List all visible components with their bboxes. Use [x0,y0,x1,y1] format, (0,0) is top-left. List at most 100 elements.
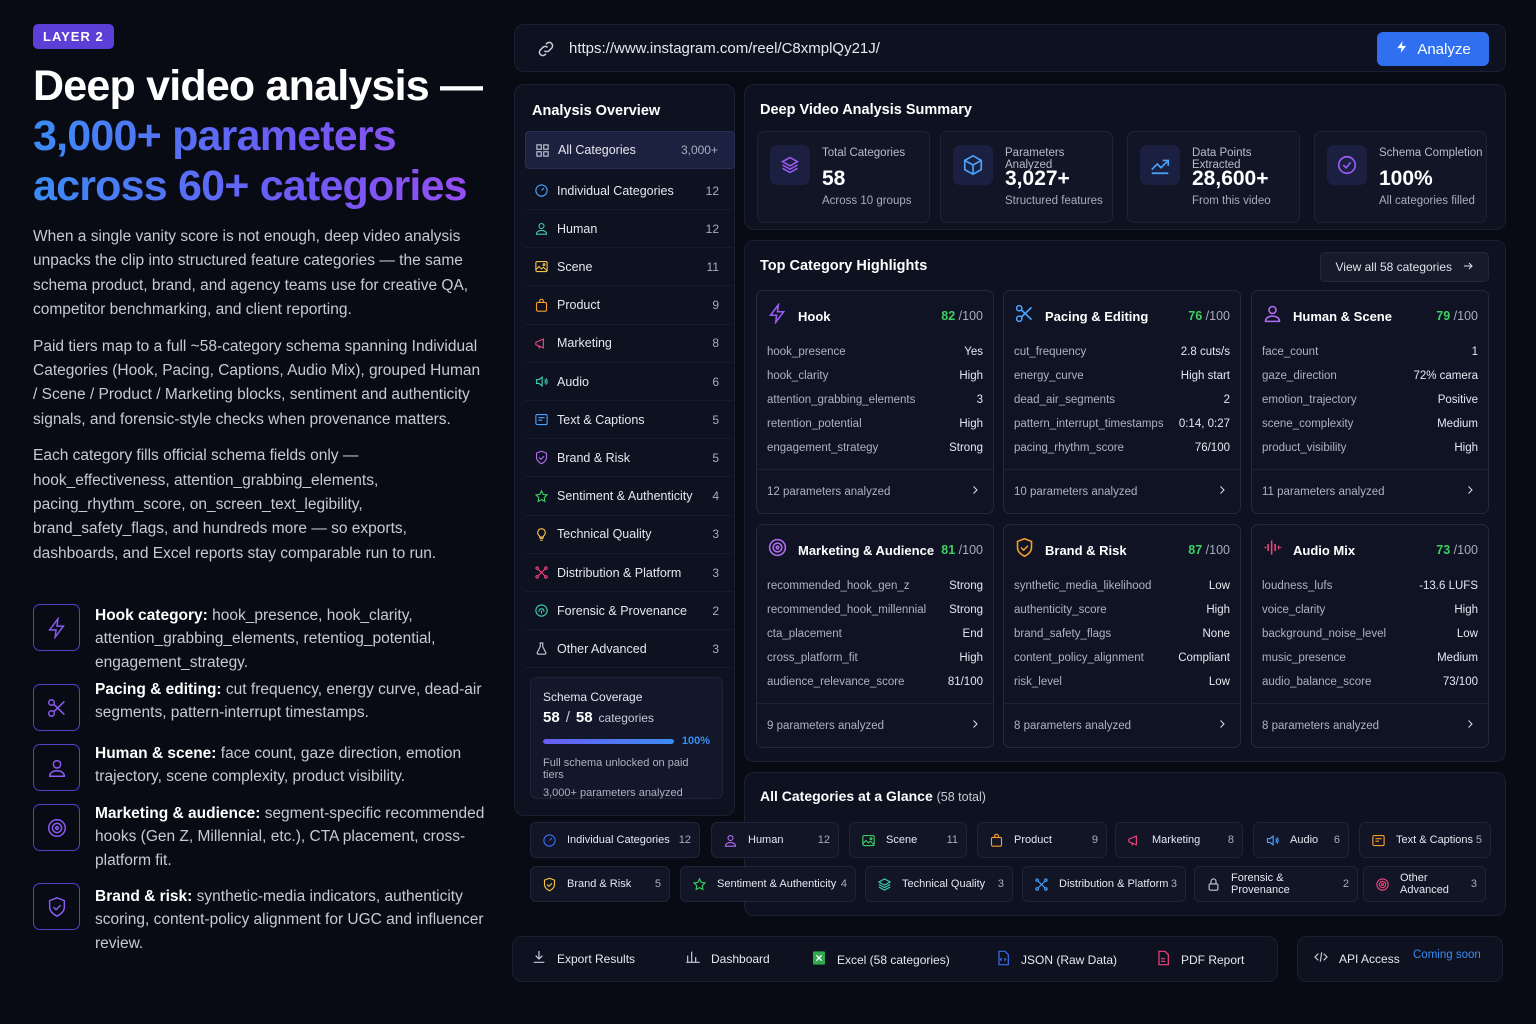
analyze-button[interactable]: Analyze [1377,32,1489,66]
param-row: authenticity_score High [1014,604,1230,616]
sidebar-item[interactable]: Text & Captions 5 [525,401,735,440]
chip-count: 4 [840,878,847,890]
hero-title-line3: across 60+ categories [33,161,488,211]
param-key: hook_clarity [767,370,829,382]
param-key: recommended_hook_gen_z [767,580,910,592]
glance-title: All Categories at a Glance (58 total) [760,788,986,804]
feature-text: cut frequency, energy curve, dead-air se… [95,681,482,722]
category-chip[interactable]: Technical Quality 3 [865,866,1013,902]
export-button[interactable]: Export Results [531,949,635,968]
hero-title-line2: 3,000+ parameters [33,111,488,161]
sidebar-item-count: 11 [706,259,719,274]
param-row: voice_clarity High [1262,604,1478,616]
url-bar: https://www.instagram.com/reel/C8xmplQy2… [514,24,1506,72]
param-row: attention_grabbing_elements 3 [767,394,983,406]
param-row: emotion_trajectory Positive [1262,394,1478,406]
sidebar-item[interactable]: Sentiment & Authenticity 4 [525,478,735,516]
category-chip[interactable]: Audio 6 [1253,822,1349,858]
coverage-percent: 100% [681,735,710,747]
sidebar-item[interactable]: Technical Quality 3 [525,516,735,554]
card-footer[interactable]: 12 parameters analyzed [757,469,993,513]
param-value: Low [1208,676,1230,688]
hero-title: Deep video analysis — 3,000+ parameters … [33,61,488,211]
category-chip[interactable]: Human 12 [711,822,839,858]
download-icon [531,949,547,968]
category-chip[interactable]: Scene 11 [849,822,967,858]
category-chip[interactable]: Other Advanced 3 [1363,866,1486,902]
url-input[interactable]: https://www.instagram.com/reel/C8xmplQy2… [569,40,880,57]
card-footer[interactable]: 8 parameters analyzed [1004,703,1240,747]
param-row: music_presence Medium [1262,652,1478,664]
chip-count: 2 [1342,878,1349,890]
param-value: Positive [1437,394,1478,406]
category-chip[interactable]: Product 9 [977,822,1107,858]
user-icon [525,221,557,236]
sidebar-item[interactable]: Other Advanced 3 [525,630,735,669]
highlight-card[interactable]: Human & Scene 79 /100 face_count 1 gaze_… [1251,290,1489,514]
image-icon [858,833,878,848]
sidebar-item-label: All Categories [558,143,636,157]
card-footer[interactable]: 10 parameters analyzed [1004,469,1240,513]
bag-icon [986,833,1006,848]
param-key: gaze_direction [1262,370,1337,382]
sidebar-item[interactable]: Brand & Risk 5 [525,439,735,478]
sidebar-item[interactable]: Audio 6 [525,363,735,401]
export-button[interactable]: JSON (Raw Data) [995,949,1117,970]
sidebar-item[interactable]: Scene 11 [525,248,735,287]
fingerprint-icon [525,603,557,618]
param-value: -13.6 LUFS [1419,580,1478,592]
sidebar-item[interactable]: All Categories 3,000+ [525,131,735,169]
export-button[interactable]: Dashboard [685,949,770,968]
sidebar-item-label: Individual Categories [557,183,674,198]
export-button[interactable]: Excel (58 categories) [811,949,950,970]
sidebar-item[interactable]: Forensic & Provenance 2 [525,592,735,631]
caption-icon [525,412,557,427]
sidebar-item[interactable]: Human 12 [525,210,735,249]
chip-label: Sentiment & Authenticity [717,878,837,890]
feature-text: hook_presence, hook_clarity, attention_g… [95,607,436,671]
view-all-button[interactable]: View all 58 categories [1320,252,1489,282]
highlight-card[interactable]: Marketing & Audience 81 /100 recommended… [756,524,994,748]
sidebar-item[interactable]: Distribution & Platform 3 [525,554,735,592]
param-row: loudness_lufs -13.6 LUFS [1262,580,1478,592]
card-score: 79 /100 [1436,309,1478,323]
sidebar-item[interactable]: Marketing 8 [525,325,735,363]
param-value: None [1202,628,1231,640]
sidebar-item[interactable]: Individual Categories 12 [525,172,735,210]
card-title: Audio Mix [1293,542,1356,558]
sidebar-item[interactable]: Product 9 [525,287,735,325]
highlight-card[interactable]: Hook 82 /100 hook_presence Yes hook_clar… [756,290,994,514]
card-score-max: /100 [1205,309,1230,323]
category-chip[interactable]: Brand & Risk 5 [530,866,670,902]
hero-paragraph-3: Each category fills official schema fiel… [33,447,437,562]
category-chip[interactable]: Individual Categories 12 [530,822,700,858]
param-value: 72% camera [1413,370,1478,382]
export-button[interactable]: PDF Report [1155,949,1244,970]
feature-text: synthetic-media indicators, authenticity… [95,888,484,952]
category-chip[interactable]: Marketing 8 [1115,822,1243,858]
card-footer[interactable]: 11 parameters analyzed [1252,469,1488,513]
feature-title: Human & scene: [95,745,217,762]
stat-label: Total Categories [822,147,906,159]
category-chip[interactable]: Distribution & Platform 3 [1022,866,1186,902]
highlight-card[interactable]: Pacing & Editing 76 /100 cut_frequency 2… [1003,290,1241,514]
chip-label: Human [748,834,784,846]
network-icon [1031,877,1051,892]
category-chip[interactable]: Forensic & Provenance 2 [1194,866,1358,902]
category-chip[interactable]: Sentiment & Authenticity 4 [680,866,856,902]
highlight-card[interactable]: Audio Mix 73 /100 loudness_lufs -13.6 LU… [1251,524,1489,748]
param-value: 3 [976,394,983,406]
chip-count: 12 [817,834,830,846]
api-access-button[interactable]: API Access [1313,949,1400,968]
param-key: hook_presence [767,346,846,358]
card-footer[interactable]: 8 parameters analyzed [1252,703,1488,747]
category-chip[interactable]: Text & Captions 5 [1359,822,1491,858]
highlight-card[interactable]: Brand & Risk 87 /100 synthetic_media_lik… [1003,524,1241,748]
coverage-progress-bar [543,738,674,744]
stat-card: Data Points Extracted 28,600+ From this … [1127,131,1300,223]
bolt-icon [1395,39,1409,59]
glance-title-text: All Categories at a Glance [760,788,933,804]
param-row: engagement_strategy Strong [767,442,983,454]
card-header: Brand & Risk 87 /100 [1014,537,1230,562]
card-footer[interactable]: 9 parameters analyzed [757,703,993,747]
